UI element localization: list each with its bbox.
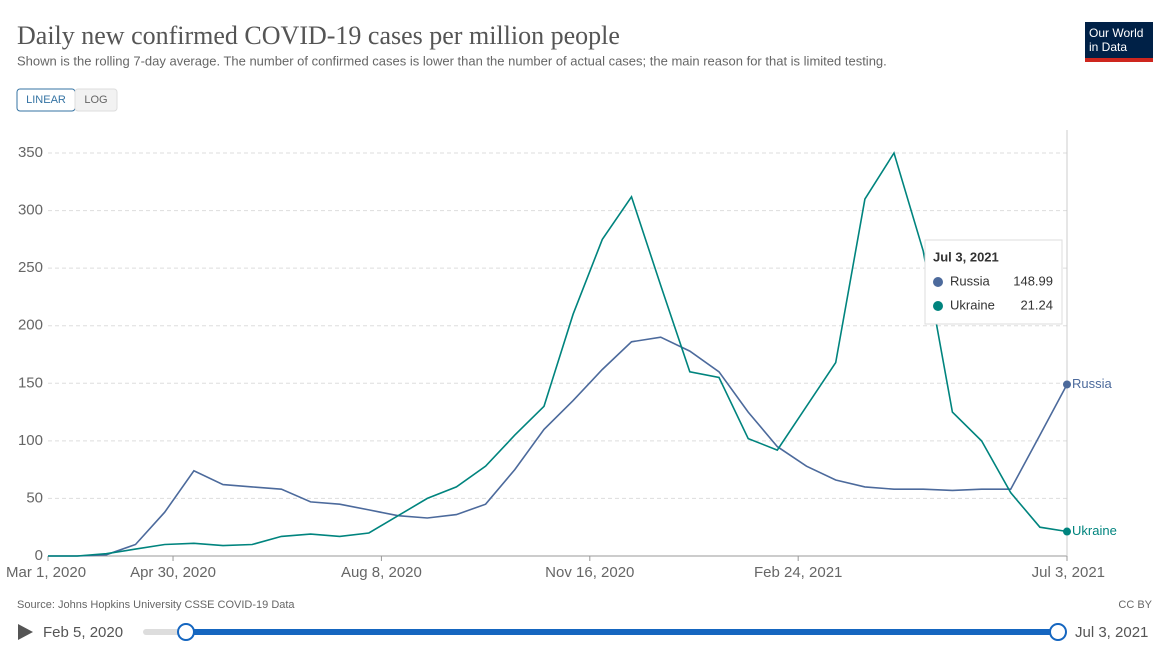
timeline-handle-end[interactable] (1049, 623, 1067, 641)
tooltip-swatch (933, 277, 943, 287)
y-tick-label: 250 (18, 259, 43, 276)
tooltip-rows: Russia 148.99 Ukraine 21.24 (933, 273, 1053, 312)
timeline-start: Feb 5, 2020 (43, 624, 123, 641)
timeline-handle-start[interactable] (177, 623, 195, 641)
y-tick-label: 100 (18, 432, 43, 449)
series-line (48, 336, 1068, 557)
tooltip-value: 21.24 (1020, 297, 1053, 312)
tooltip-name: Russia (950, 273, 991, 288)
license: CC BY (1118, 599, 1152, 611)
log-label: LOG (84, 94, 107, 106)
end-label: Russia (1072, 376, 1113, 391)
logo[interactable] (1085, 22, 1153, 62)
x-tick-label: Feb 24, 2021 (754, 564, 842, 581)
linear-label: LINEAR (26, 94, 66, 106)
tooltip (924, 239, 1063, 325)
tooltip-swatch (933, 301, 943, 311)
end-point (1063, 527, 1071, 536)
log-button[interactable] (74, 88, 118, 112)
plot: 0 50 100 150 200 250 300 350 Mar 1, 2020 Apr 30, … (6, 130, 1117, 581)
y-tick-label: 0 (35, 547, 43, 564)
x-tick-label: Nov 16, 2020 (545, 564, 634, 581)
end-point (1063, 380, 1071, 389)
x-tick-label: Mar 1, 2020 (6, 564, 86, 581)
tooltip-date: Jul 3, 2021 (933, 249, 999, 264)
play-button[interactable] (18, 624, 33, 640)
x-tick-label: Jul 3, 2021 (1032, 564, 1105, 581)
timeline-end: Jul 3, 2021 (1075, 624, 1148, 641)
y-tick-label: 50 (26, 489, 43, 506)
y-tick-label: 300 (18, 202, 43, 219)
logo-text-box: Our World in Data (1089, 26, 1144, 54)
y-tick-label: 350 (18, 144, 43, 161)
end-label: Ukraine (1072, 523, 1117, 538)
x-tick-label: Apr 30, 2020 (130, 564, 216, 581)
chart-subtitle: Shown is the rolling 7-day average. The … (17, 53, 887, 68)
timeline-range[interactable] (186, 629, 1058, 635)
tooltip-name: Ukraine (950, 297, 995, 312)
tooltip-value: 148.99 (1013, 273, 1053, 288)
logo-bar (1085, 58, 1153, 62)
y-tick-label: 150 (18, 374, 43, 391)
y-tick-label: 200 (18, 317, 43, 334)
series-line (48, 151, 1068, 557)
x-tick-label: Aug 8, 2020 (341, 564, 422, 581)
logo-text: Our World in Data (1089, 26, 1144, 54)
chart-title: Daily new confirmed COVID-19 cases per m… (17, 21, 620, 50)
source: Source: Johns Hopkins University CSSE CO… (17, 599, 295, 611)
